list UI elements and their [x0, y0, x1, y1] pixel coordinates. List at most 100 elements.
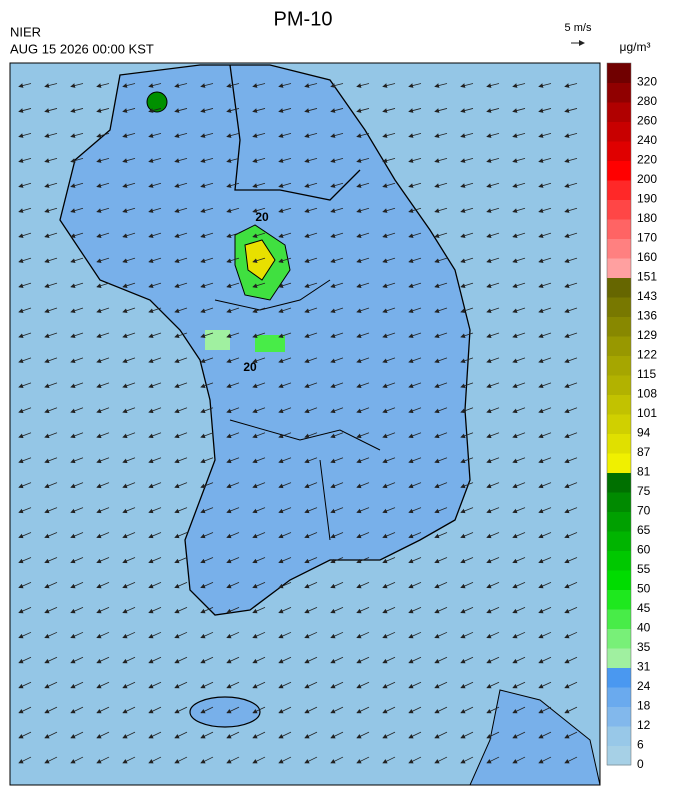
colorbar-swatch: [607, 472, 631, 493]
wind-arrow: [278, 133, 292, 138]
wind-arrow: [460, 731, 474, 739]
colorbar-swatch: [607, 160, 631, 181]
wind-arrow: [486, 557, 500, 564]
wind-arrow: [382, 108, 396, 113]
wind-arrow: [278, 432, 292, 439]
wind-arrow: [460, 133, 474, 138]
wind-arrow: [70, 157, 84, 163]
wind-arrow: [122, 282, 136, 288]
wind-arrow: [330, 681, 344, 689]
wind-arrow: [96, 557, 110, 564]
wind-arrow: [200, 557, 214, 564]
wind-arrow: [278, 731, 292, 739]
colorbar-label: 190: [637, 192, 657, 206]
colorbar-swatch: [607, 667, 631, 688]
wind-arrow: [122, 257, 136, 263]
wind-arrow: [122, 582, 136, 589]
wind-arrow: [174, 307, 188, 314]
wind-arrow: [200, 332, 214, 339]
wind-arrow: [252, 756, 266, 764]
wind-arrow: [226, 382, 240, 389]
wind-arrow: [70, 207, 84, 213]
wind-arrow: [330, 133, 344, 138]
wind-arrow: [200, 207, 214, 213]
wind-arrow: [512, 307, 526, 314]
colorbar: 0 6 12 18 24 31 35 40 45 50 55 60 65 70 75 81 87 94 101 108…: [606, 62, 657, 771]
wind-arrow: [486, 656, 500, 664]
wind-arrow: [434, 557, 448, 564]
map: 20 20: [9, 62, 601, 786]
wind-arrow: [18, 582, 32, 589]
wind-arrow: [304, 482, 318, 489]
wind-arrow: [434, 207, 448, 213]
wind-arrow: [538, 432, 552, 439]
wind-arrow: [330, 282, 344, 288]
wind-arrow: [174, 282, 188, 288]
wind-arrow: [564, 631, 578, 639]
wind-arrow: [512, 631, 526, 639]
wind-arrow: [356, 482, 370, 489]
wind-arrow: [434, 432, 448, 439]
wind-arrow: [44, 706, 58, 714]
wind-arrow: [148, 631, 162, 639]
wind-arrow: [538, 607, 552, 614]
wind-arrow: [512, 157, 526, 163]
wind-arrow: [96, 182, 110, 188]
wind-arrow: [538, 731, 552, 739]
wind-arrow: [304, 407, 318, 414]
wind-arrow: [18, 108, 32, 113]
wind-arrow: [122, 532, 136, 539]
wind-arrow: [304, 357, 318, 364]
wind-arrow: [70, 681, 84, 689]
wind-arrow: [96, 656, 110, 664]
wind-arrow: [434, 731, 448, 739]
wind-arrow: [382, 307, 396, 314]
wind-arrow: [278, 557, 292, 564]
wind-arrow: [564, 731, 578, 739]
wind-arrow: [122, 83, 136, 88]
wind-arrow: [434, 382, 448, 389]
wind-arrow: [512, 257, 526, 263]
wind-arrow: [70, 507, 84, 514]
unit-label: μg/m³: [620, 40, 651, 54]
wind-arrow: [408, 83, 422, 88]
wind-arrow: [18, 133, 32, 138]
wind-arrow: [44, 756, 58, 764]
wind-arrow: [252, 182, 266, 188]
wind-arrow: [564, 157, 578, 163]
wind-arrow: [434, 507, 448, 514]
wind-arrow: [434, 407, 448, 414]
wind-arrow: [512, 557, 526, 564]
colorbar-label: 160: [637, 250, 657, 264]
wind-arrow: [382, 532, 396, 539]
wind-arrow: [304, 656, 318, 664]
wind-arrow: [252, 731, 266, 739]
wind-arrow: [408, 631, 422, 639]
colorbar-label: 280: [637, 94, 657, 108]
wind-arrow: [564, 232, 578, 238]
wind-arrow: [486, 257, 500, 263]
wind-arrow: [252, 681, 266, 689]
wind-arrow: [486, 307, 500, 314]
wind-arrow: [434, 681, 448, 689]
wind-arrow: [122, 557, 136, 564]
wind-arrow: [44, 157, 58, 163]
wind-arrow: [356, 432, 370, 439]
wind-arrow: [512, 332, 526, 339]
wind-arrow: [486, 631, 500, 639]
wind-arrow: [304, 432, 318, 439]
wind-arrow: [18, 457, 32, 464]
agency: NIER: [10, 24, 41, 39]
wind-arrow: [148, 557, 162, 564]
wind-arrow: [564, 607, 578, 614]
wind-arrow: [278, 482, 292, 489]
wind-arrow: [512, 681, 526, 689]
wind-arrow: [70, 631, 84, 639]
wind-arrow: [252, 656, 266, 664]
colorbar-label: 101: [637, 406, 657, 420]
wind-arrow: [70, 332, 84, 339]
hotspot: [146, 91, 168, 113]
wind-arrow: [330, 532, 344, 539]
wind-arrow: [18, 407, 32, 414]
colorbar-swatch: [607, 219, 631, 239]
